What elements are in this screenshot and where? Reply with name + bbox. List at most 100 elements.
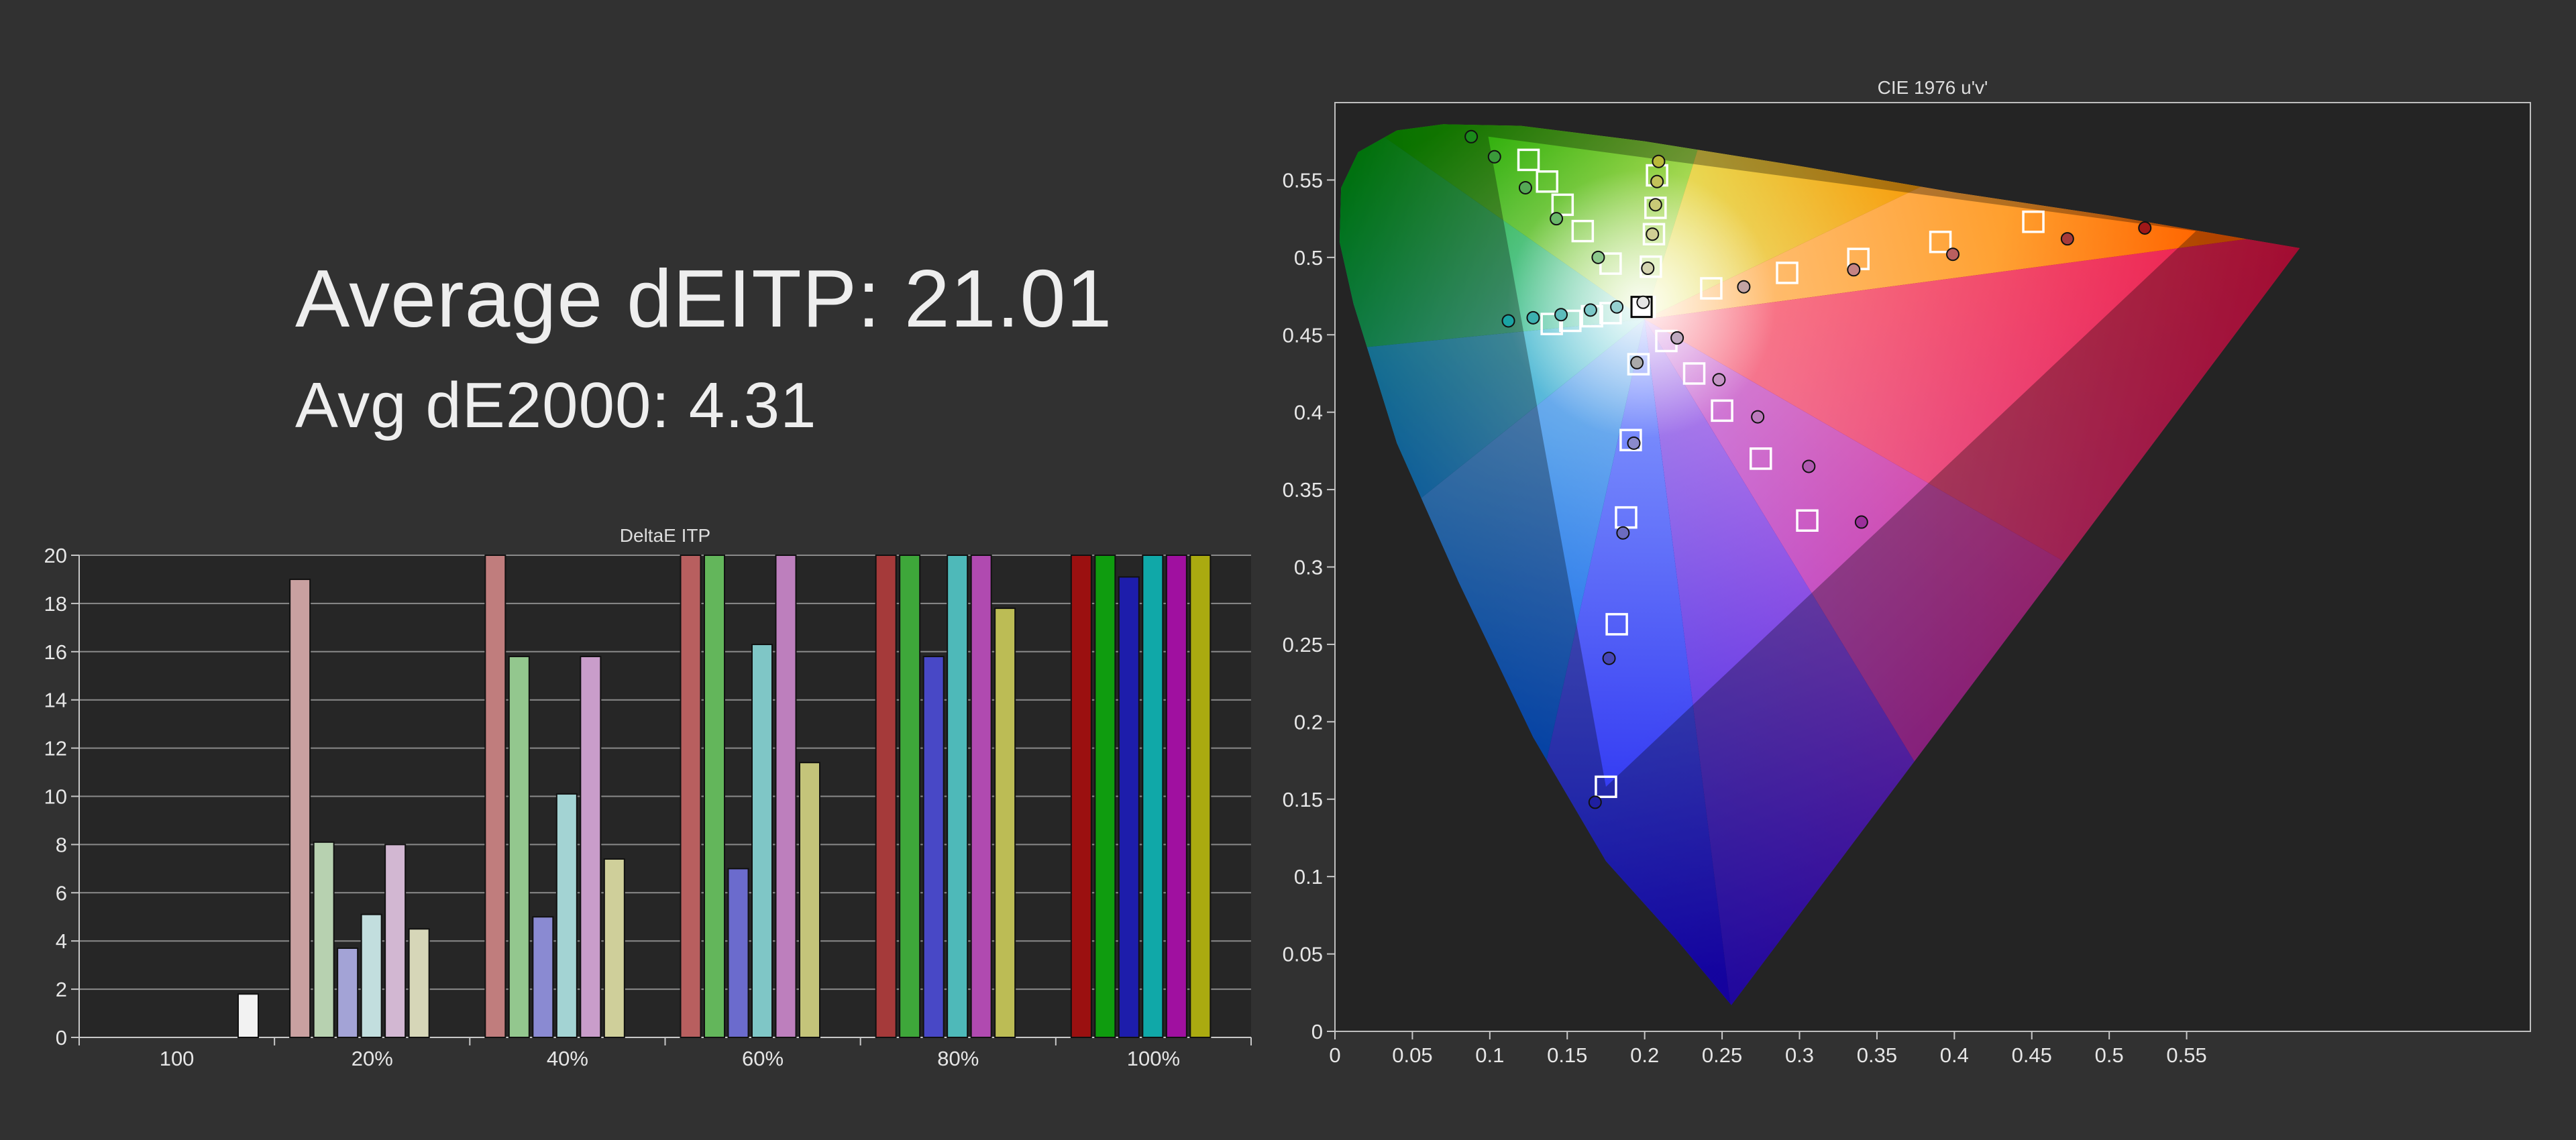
bar	[727, 868, 749, 1038]
bar	[1165, 555, 1187, 1038]
measured-point	[1636, 295, 1650, 309]
bar	[970, 555, 992, 1038]
cie-x-tick-label: 0	[1329, 1043, 1340, 1067]
bar-y-tick-label: 8	[56, 833, 67, 856]
target-square	[1536, 170, 1558, 193]
cie-x-tick-label: 0.2	[1630, 1043, 1659, 1067]
bar	[680, 555, 702, 1038]
bar-x-tick-label: 60%	[742, 1047, 784, 1070]
cie-uv-chart: CIE 1976 u'v' 0 0.05 0.1 0.15 0.2 0.25 0.3 0.35 0…	[1283, 77, 2531, 1067]
target-square	[1644, 196, 1667, 219]
outside-gamut-shade	[1339, 124, 2300, 1005]
stats-panel: Average dEITP: 21.01 Avg dE2000: 4.31	[0, 0, 1275, 510]
bar-chart-title: DeltaE ITP	[620, 525, 710, 546]
cie-chart-title: CIE 1976 u'v'	[1878, 77, 1988, 98]
measured-point	[1583, 303, 1597, 317]
target-square	[1595, 775, 1617, 799]
measured-point	[1487, 150, 1501, 164]
bar	[1142, 555, 1164, 1038]
measured-point	[1591, 250, 1605, 264]
bar	[799, 762, 820, 1038]
bar	[947, 555, 969, 1038]
measured-point	[1646, 227, 1660, 241]
bar-x-tick-label: 40%	[547, 1047, 588, 1070]
measured-point	[1847, 263, 1861, 277]
average-de2000-label: Avg dE2000: 4.31	[295, 369, 817, 441]
measured-point	[1946, 247, 1960, 262]
bar-y-tick-label: 14	[44, 689, 67, 712]
cie-y-tick-label: 0	[1311, 1020, 1323, 1043]
measured-point	[1670, 331, 1684, 345]
bar	[337, 947, 359, 1038]
bar	[408, 928, 430, 1038]
bar	[1094, 555, 1116, 1038]
target-square	[1551, 193, 1574, 217]
target-square	[1700, 277, 1723, 300]
target-square	[1750, 447, 1772, 470]
measured-point	[1610, 300, 1624, 314]
measured-point	[1650, 174, 1664, 188]
bar	[580, 655, 602, 1039]
target-square	[1627, 353, 1650, 376]
cie-x-tick-label: 0.15	[1547, 1043, 1587, 1067]
cie-y-tick-label: 0.55	[1283, 168, 1323, 192]
bar	[751, 644, 773, 1038]
bar	[704, 555, 725, 1038]
cie-y-tick-label: 0.25	[1283, 633, 1323, 657]
bar-y-tick-label: 2	[56, 978, 67, 1001]
deltae-itp-bar-chart: DeltaE ITP 0 2 4 6 8 10 12 14 16 18 20 100 20% 40% 60% 8…	[44, 525, 1252, 1070]
bar	[775, 555, 797, 1038]
target-square	[1642, 223, 1666, 245]
bar	[484, 555, 506, 1038]
bar-y-tick-label: 18	[44, 592, 67, 616]
target-square	[1599, 302, 1622, 325]
cie-x-tick-label: 0.5	[2095, 1043, 2124, 1067]
measured-point	[1737, 280, 1751, 294]
measured-point	[1518, 180, 1532, 194]
target-square	[1571, 219, 1595, 243]
cie-y-tick-label: 0.05	[1283, 943, 1323, 966]
cie-x-tick-label: 0.1	[1475, 1043, 1504, 1067]
measured-point	[1526, 310, 1540, 325]
cie-y-tick-label: 0.45	[1283, 323, 1323, 347]
measured-point	[1588, 795, 1602, 809]
target-square	[1640, 255, 1662, 278]
measured-point	[1630, 355, 1644, 369]
target-square	[1776, 262, 1799, 284]
bar-y-tick-label: 0	[56, 1026, 67, 1049]
bar	[360, 913, 382, 1039]
cie-y-tick-label: 0.5	[1294, 246, 1323, 270]
bar-x-tick-label: 80%	[937, 1047, 979, 1070]
bar	[1189, 555, 1212, 1038]
target-square	[1605, 613, 1628, 636]
measured-point	[1802, 459, 1816, 473]
measured-point	[1641, 261, 1655, 275]
measured-point	[1554, 308, 1568, 322]
target-square	[2022, 210, 2045, 233]
bar	[508, 655, 530, 1039]
cie-y-tick-label: 0.3	[1294, 556, 1323, 579]
locus-segment-highlight	[1339, 319, 1645, 877]
bar-y-tick-label: 10	[44, 785, 67, 809]
bar-x-tick-label: 100%	[1127, 1047, 1180, 1070]
bar-y-tick-label: 16	[44, 640, 67, 664]
measured-point	[1751, 410, 1765, 424]
bar	[237, 993, 259, 1038]
cie-x-tick-label: 0.05	[1392, 1043, 1432, 1067]
measured-point	[1550, 212, 1564, 226]
measured-point	[1652, 154, 1666, 168]
target-square	[1517, 148, 1540, 172]
measured-point	[2138, 221, 2152, 235]
cie-y-tick-label: 0.1	[1294, 865, 1323, 889]
measured-point	[1712, 373, 1726, 387]
bar	[994, 608, 1016, 1038]
bar-x-tick-label: 100	[160, 1047, 195, 1070]
bar	[1118, 576, 1140, 1039]
measured-point	[1648, 198, 1662, 212]
bar-y-tick-label: 4	[56, 929, 67, 953]
cie-y-tick-label: 0.35	[1283, 478, 1323, 502]
bar	[532, 916, 554, 1038]
bar	[875, 555, 897, 1038]
cie-x-tick-label: 0.55	[2166, 1043, 2206, 1067]
bar-y-tick-label: 12	[44, 737, 67, 760]
